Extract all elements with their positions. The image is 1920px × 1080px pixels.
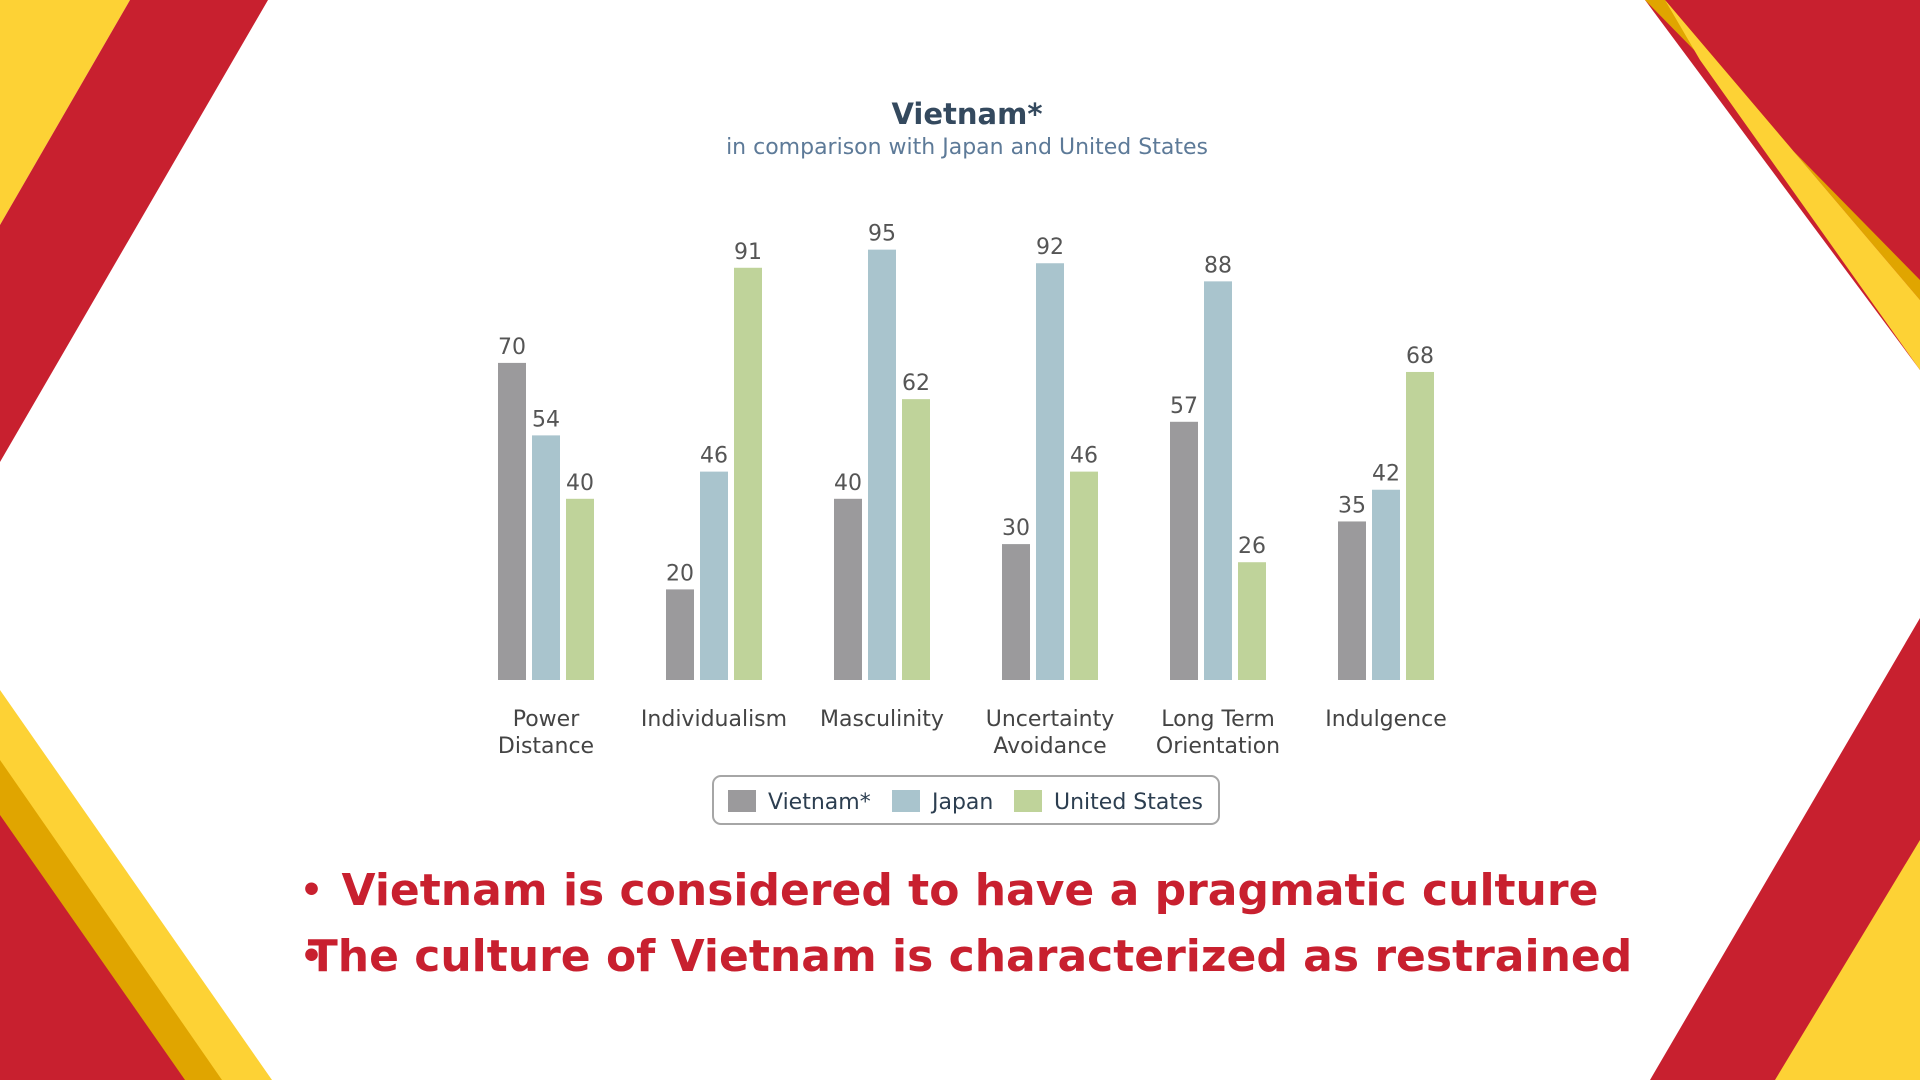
x-tick-label-3-0: Uncertainty: [986, 707, 1115, 732]
bar-4-2: [1238, 562, 1266, 680]
bar-5-0: [1338, 521, 1366, 680]
corner-top-left-red: [0, 0, 268, 462]
bar-3-0: [1002, 544, 1030, 680]
bullet-list: • Vietnam is considered to have a pragma…: [290, 858, 1650, 990]
bar-1-0: [666, 589, 694, 680]
x-tick-label-5-0: Indulgence: [1325, 707, 1447, 732]
x-tick-label-0-0: Power: [513, 707, 580, 732]
value-label-5-0: 35: [1338, 493, 1366, 518]
bar-0-2: [566, 498, 594, 680]
legend-label-1: Japan: [930, 790, 993, 815]
bullet-item-restrained: • The culture of Vietnam is characterize…: [290, 924, 1650, 990]
bar-4-0: [1170, 421, 1198, 680]
value-label-5-2: 68: [1406, 344, 1434, 369]
value-label-0-1: 54: [532, 407, 560, 432]
value-label-4-0: 57: [1170, 394, 1198, 419]
bar-0-1: [532, 435, 560, 680]
x-tick-label-3-1: Avoidance: [993, 734, 1106, 759]
value-label-2-2: 62: [902, 371, 930, 396]
legend-label-2: United States: [1054, 790, 1203, 815]
x-tick-label-0-1: Distance: [498, 734, 594, 759]
bullet-text: Vietnam is considered to have a pragmati…: [341, 865, 1599, 916]
value-label-2-0: 40: [834, 471, 862, 496]
legend: Vietnam* Japan United States: [712, 775, 1220, 825]
value-label-4-1: 88: [1204, 253, 1232, 278]
value-label-2-1: 95: [868, 222, 896, 247]
chart-subtitle: in comparison with Japan and United Stat…: [726, 135, 1208, 160]
value-label-1-1: 46: [700, 444, 728, 469]
value-label-5-1: 42: [1372, 462, 1400, 487]
legend-frame: [712, 775, 1220, 825]
bar-3-1: [1036, 263, 1064, 680]
value-label-1-0: 20: [666, 561, 694, 586]
value-label-0-0: 70: [498, 335, 526, 360]
bullet-item-pragmatic: • Vietnam is considered to have a pragma…: [290, 858, 1650, 924]
value-label-1-2: 91: [734, 240, 762, 265]
legend-label-0: Vietnam*: [768, 790, 871, 815]
bar-2-2: [902, 399, 930, 680]
x-tick-label-4-0: Long Term: [1161, 707, 1275, 732]
value-label-4-2: 26: [1238, 534, 1266, 559]
bullet-dot: •: [300, 936, 324, 977]
corner-bottom-right-yellow: [1775, 840, 1920, 1080]
bar-4-1: [1204, 281, 1232, 680]
bar-1-1: [700, 471, 728, 680]
x-tick-label-2-0: Masculinity: [820, 707, 944, 732]
corner-top-right-yellow: [1665, 0, 1920, 370]
legend-swatch-1: [892, 790, 920, 812]
bullet-dot: •: [300, 870, 324, 911]
bar-1-2: [734, 267, 762, 680]
x-tick-label-1-0: Individualism: [641, 707, 787, 732]
corner-top-right-red: [1645, 0, 1920, 370]
corner-bottom-left-red: [0, 815, 185, 1080]
bar-2-1: [868, 249, 896, 680]
bar-5-1: [1372, 489, 1400, 680]
chart-title: Vietnam*: [891, 97, 1042, 131]
bar-2-0: [834, 498, 862, 680]
bars-layer: [498, 249, 1434, 680]
legend-swatch-0: [728, 790, 756, 812]
bar-5-2: [1406, 371, 1434, 680]
value-label-3-1: 92: [1036, 235, 1064, 260]
legend-swatch-2: [1014, 790, 1042, 812]
value-label-3-0: 30: [1002, 516, 1030, 541]
bar-3-2: [1070, 471, 1098, 680]
bullet-text: The culture of Vietnam is characterized …: [307, 931, 1633, 982]
legend-items: Vietnam* Japan United States: [728, 790, 1203, 815]
value-label-0-2: 40: [566, 471, 594, 496]
value-label-3-2: 46: [1070, 444, 1098, 469]
bar-0-0: [498, 362, 526, 680]
x-tick-label-4-1: Orientation: [1156, 734, 1280, 759]
